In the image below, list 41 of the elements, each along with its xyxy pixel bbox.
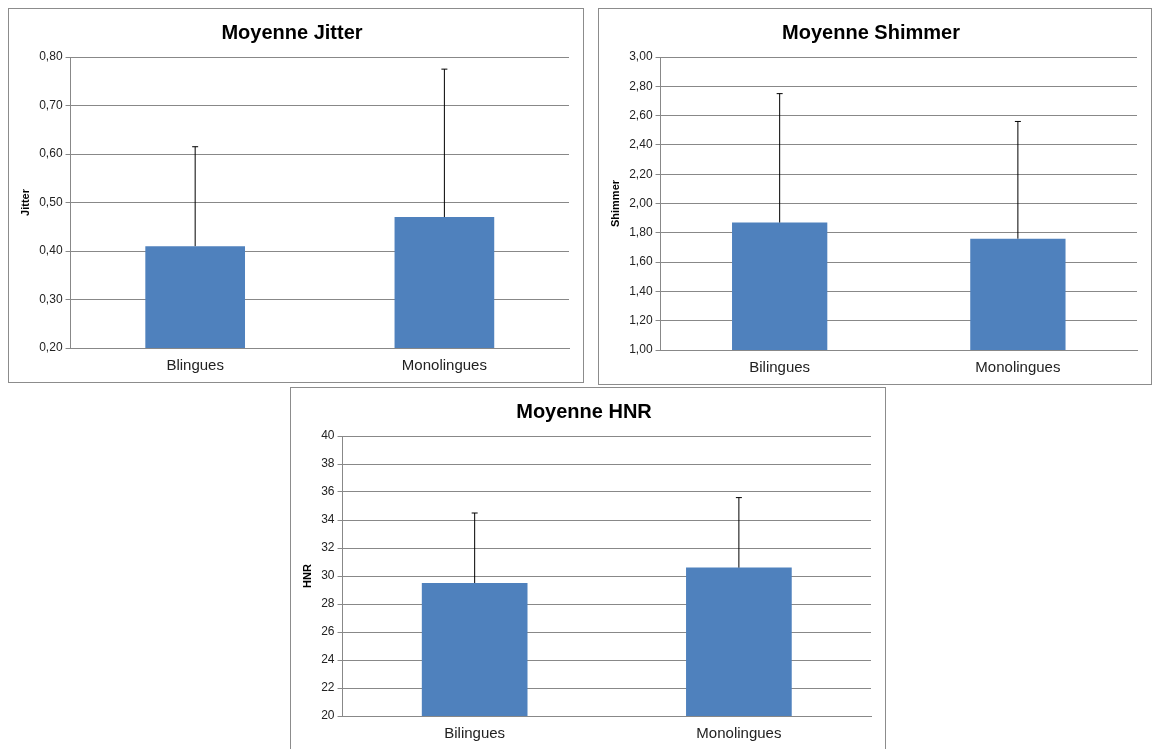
y-tick-label: 2,20 <box>629 166 653 181</box>
y-tick-label: 1,80 <box>629 225 653 240</box>
y-tick-label: 36 <box>321 484 335 499</box>
y-tick-label: 32 <box>321 540 335 555</box>
y-axis-title: Jitter <box>18 188 31 216</box>
y-tick-label: 1,20 <box>629 313 653 328</box>
y-tick-label: 2,80 <box>629 78 653 93</box>
y-tick-label: 1,60 <box>629 254 653 269</box>
y-tick-label: 0,80 <box>39 49 63 64</box>
y-tick-label: 28 <box>321 596 335 611</box>
chart-title: Moyenne HNR <box>516 399 653 422</box>
y-tick-label: 0,20 <box>39 340 63 355</box>
y-tick-label: 3,00 <box>629 49 653 64</box>
chart-title: Moyenne Shimmer <box>782 20 961 43</box>
y-tick-label: 26 <box>321 624 335 639</box>
y-tick-label: 0,60 <box>39 146 63 161</box>
y-tick-label: 20 <box>321 708 335 723</box>
chart-title: Moyenne Jitter <box>221 20 363 43</box>
y-tick-label: 40 <box>321 428 335 443</box>
y-axis-title: HNR <box>300 564 313 588</box>
y-tick-label: 1,00 <box>629 342 653 357</box>
y-tick-label: 2,60 <box>629 107 653 122</box>
x-tick-label: Monolingues <box>696 724 782 742</box>
y-tick-label: 34 <box>321 512 335 527</box>
x-tick-label: Monolingues <box>975 358 1061 376</box>
y-tick-label: 0,30 <box>39 291 63 306</box>
y-tick-label: 30 <box>321 568 335 583</box>
y-tick-label: 38 <box>321 456 335 471</box>
y-tick-label: 0,40 <box>39 243 63 258</box>
y-tick-label: 1,40 <box>629 283 653 298</box>
x-tick-label: Monolingues <box>401 356 487 374</box>
y-tick-label: 22 <box>321 680 335 695</box>
y-tick-label: 0,70 <box>39 97 63 112</box>
x-tick-label: Bilingues <box>749 358 811 376</box>
x-tick-label: Bilingues <box>444 724 506 742</box>
y-axis-title: Shimmer <box>608 179 621 228</box>
y-tick-label: 24 <box>321 652 335 667</box>
y-tick-label: 0,50 <box>39 194 63 209</box>
y-tick-label: 2,00 <box>629 195 653 210</box>
x-tick-label: Blingues <box>166 356 224 374</box>
y-tick-label: 2,40 <box>629 137 653 152</box>
